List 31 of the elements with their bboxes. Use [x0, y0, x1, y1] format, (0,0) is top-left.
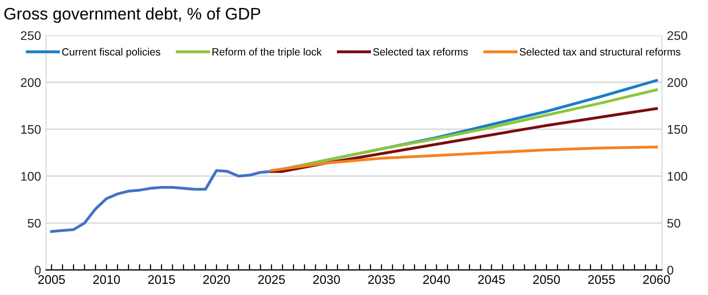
legend-label: Selected tax reforms [373, 48, 468, 56]
x-tick-label: 2045 [478, 275, 505, 284]
line-series [270, 146, 658, 172]
y2-tick-label: 150 [668, 125, 688, 134]
x-tick-label: 2030 [313, 275, 340, 284]
y2-tick-label: 0 [667, 266, 674, 275]
chart-title: Gross government debt, % of GDP [4, 7, 260, 23]
x-tick-label: 2005 [38, 275, 65, 284]
x-tick-label: 2035 [368, 275, 395, 284]
legend-label: Current fiscal policies [62, 48, 160, 58]
y2-tick-label: 50 [667, 218, 680, 228]
y-tick-label: 100 [21, 172, 41, 181]
x-tick-label: 2060 [643, 275, 670, 284]
legend-label: Reform of the triple lock [212, 48, 322, 58]
y2-tick-label: 200 [667, 78, 688, 87]
x-tick-label: 2050 [533, 275, 560, 284]
y-tick-label: 250 [20, 31, 41, 40]
y-tick-label: 200 [20, 78, 41, 87]
y2-tick-label: 250 [667, 31, 688, 40]
x-tick-label: 2040 [423, 275, 450, 284]
x-tick-label: 2015 [148, 275, 175, 284]
y-tick-label: 0 [34, 266, 41, 275]
legend-label: Selected tax and structural reforms [520, 48, 680, 56]
x-tick-label: 2025 [258, 275, 285, 284]
y-tick-label: 150 [21, 125, 41, 134]
line-series [50, 169, 273, 233]
x-tick-label: 2010 [93, 275, 120, 284]
x-tick-label: 2055 [588, 275, 615, 284]
y2-tick-label: 100 [668, 172, 688, 181]
y-tick-label: 50 [28, 218, 41, 228]
x-tick-label: 2020 [203, 275, 230, 284]
